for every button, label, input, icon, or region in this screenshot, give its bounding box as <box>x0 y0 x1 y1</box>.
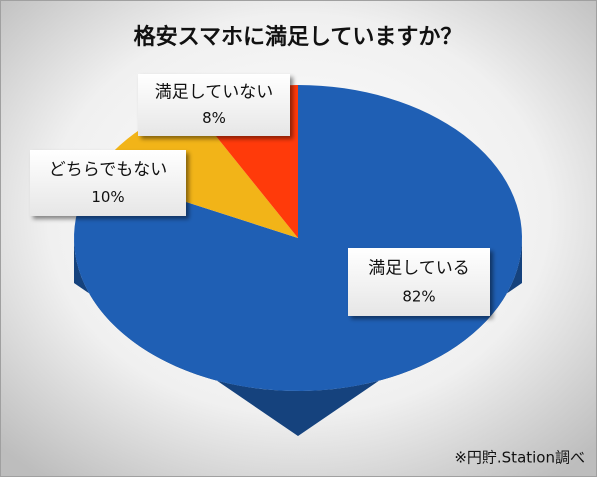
data-label-value: 10% <box>91 188 124 206</box>
chart-title: 格安スマホに満足していますか？ <box>134 24 463 50</box>
data-label-category: 満足していない <box>155 83 274 103</box>
data-label-category: 満足している <box>368 258 470 278</box>
data-label-value: 82% <box>402 287 435 305</box>
pie-side <box>74 238 522 436</box>
source-note: ※円貯.Station調べ <box>454 449 585 467</box>
pie-side-shade <box>74 238 522 436</box>
labels: 満足している 82% どちらでもない 10% 満足していない 8% <box>30 74 490 316</box>
data-label-box <box>138 74 290 136</box>
data-label-value: 8% <box>202 109 226 127</box>
data-label-box <box>348 248 490 316</box>
data-label-box <box>30 150 186 216</box>
pie-slice <box>95 103 298 239</box>
data-label-category: どちらでもない <box>49 160 168 180</box>
